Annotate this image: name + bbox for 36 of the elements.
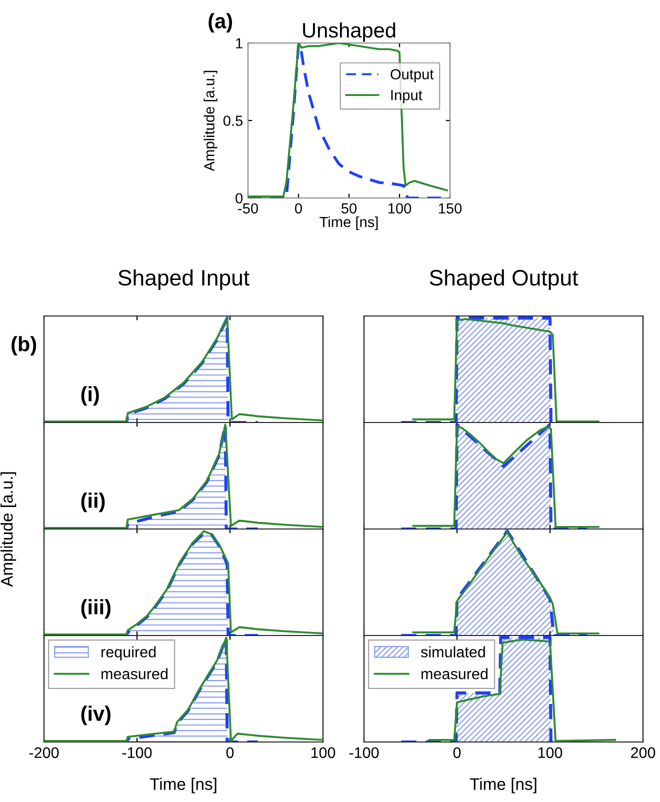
- annotation: (i): [81, 386, 99, 406]
- y-tick-label: 1: [236, 38, 242, 48]
- x-tick-label: -100: [349, 747, 379, 758]
- y-tick-label: 0.5: [223, 116, 243, 126]
- annotation: (iii): [81, 599, 110, 619]
- x-tick-label: 100: [311, 747, 336, 758]
- chart-title: Shaped Output: [430, 269, 578, 290]
- x-tick-label: -100: [122, 747, 152, 758]
- y-axis-title: Amplitude [a.u.]: [0, 472, 16, 587]
- x-tick-label: -200: [29, 747, 59, 758]
- text: (b): [12, 336, 36, 356]
- x-tick-label: -50: [238, 203, 258, 214]
- y-tick-label: 0: [236, 193, 243, 204]
- x-axis-title: Time [ns]: [150, 778, 216, 794]
- text: (a): [208, 13, 232, 33]
- legend-label: measured: [102, 668, 168, 680]
- legend-label: Input: [391, 90, 422, 104]
- x-tick-label: 200: [631, 747, 656, 758]
- x-tick-label: 0: [453, 747, 461, 758]
- y-axis-title: Amplitude [a.u.]: [204, 70, 218, 172]
- chart-title: Unshaped: [303, 22, 396, 42]
- x-tick-label: 100: [388, 203, 412, 214]
- x-axis-title: Time [ns]: [320, 216, 378, 230]
- legend-label: measured: [422, 668, 488, 680]
- x-axis-title: Time [ns]: [470, 778, 536, 794]
- legend-label: required: [102, 646, 156, 660]
- x-tick-label: 0: [295, 203, 302, 214]
- x-tick-label: 50: [341, 203, 357, 214]
- x-tick-label: 150: [438, 203, 462, 214]
- annotation: (iv): [81, 706, 110, 726]
- legend-label: simulated: [420, 646, 485, 658]
- legend-label: Output: [390, 69, 434, 82]
- annotation: (ii): [81, 492, 105, 512]
- chart-title: Shaped Input: [118, 269, 250, 290]
- x-tick-label: 100: [538, 747, 562, 758]
- x-tick-label: 0: [226, 747, 234, 758]
